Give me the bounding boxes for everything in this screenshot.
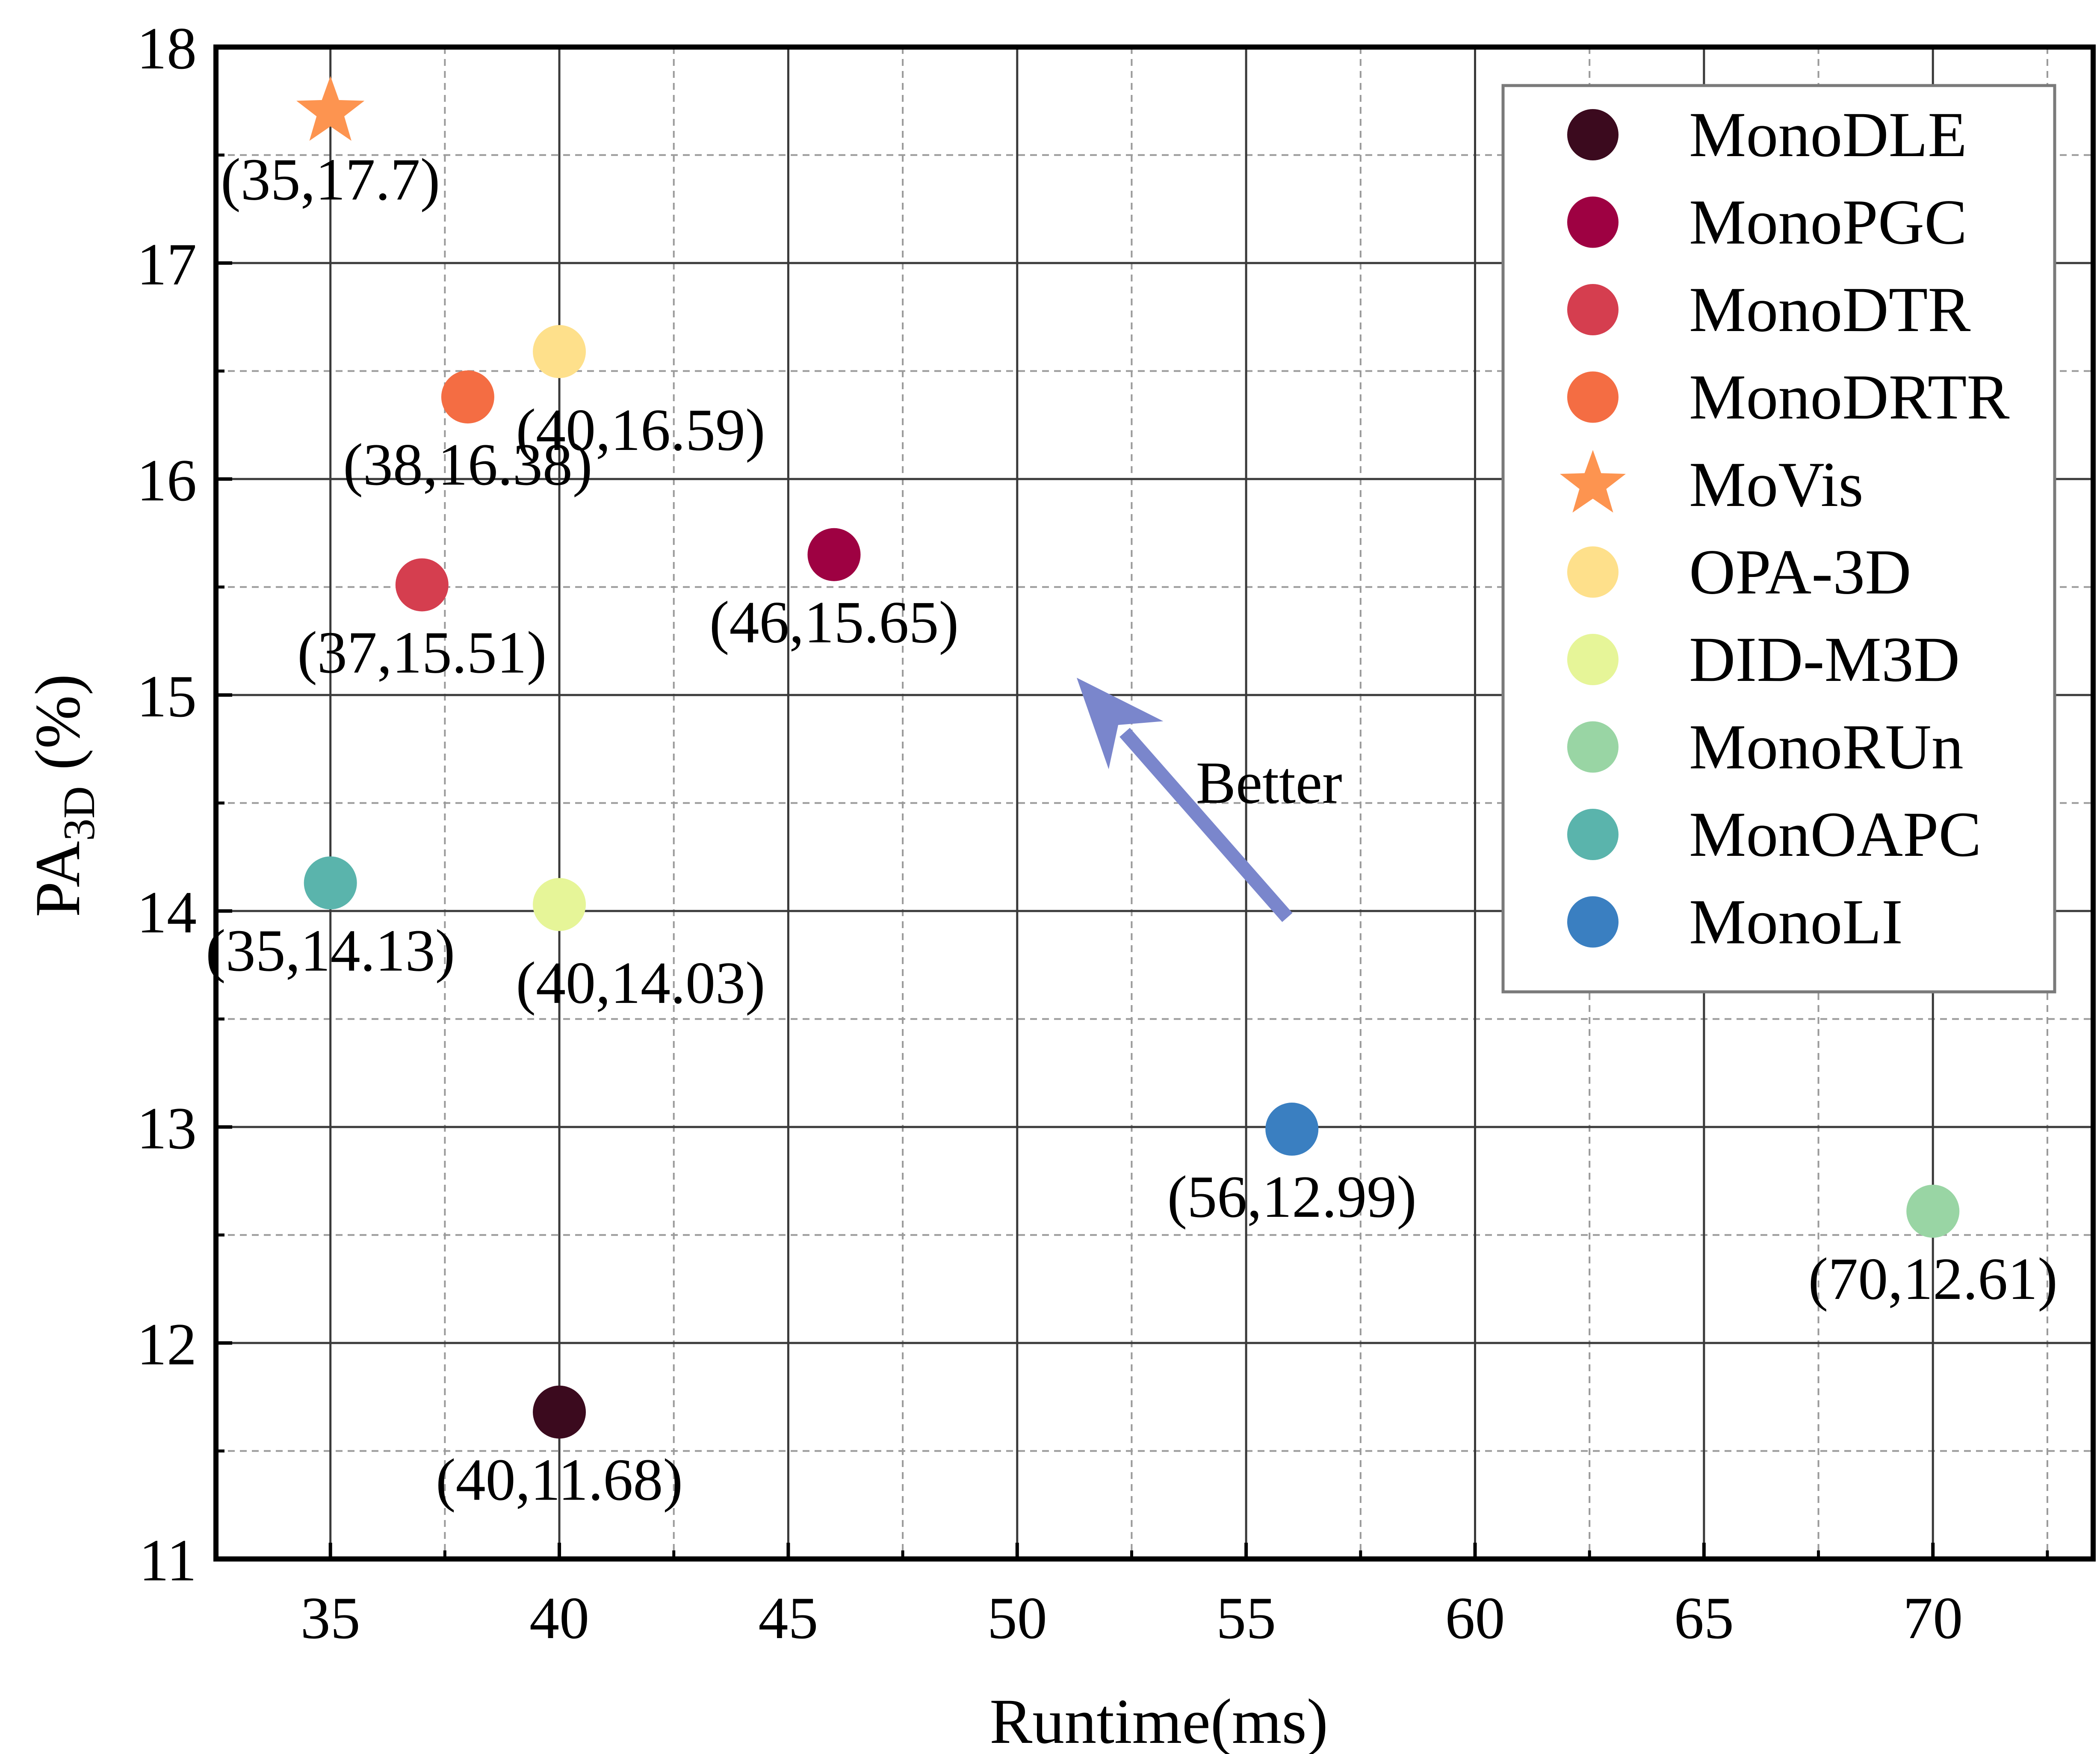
data-label-monoli: (56,12.99): [1167, 1164, 1417, 1230]
data-label-monopgc: (46,15.65): [709, 589, 959, 656]
data-points: [296, 76, 1960, 1439]
legend-label-monopgc: MonoPGC: [1689, 187, 1967, 258]
x-tick-label: 45: [758, 1585, 818, 1651]
legend-marker-monodrtr: [1567, 371, 1619, 423]
data-label-movis: (35,17.7): [221, 147, 440, 213]
point-did-m3d: [533, 878, 586, 931]
y-axis-label: PA3D (%): [22, 674, 104, 917]
legend-label-monoapc: MonOAPC: [1689, 799, 1982, 870]
data-label-monodrtr: (38,16.38): [343, 432, 592, 498]
legend-marker-monopgc: [1567, 196, 1619, 248]
y-tick-label: 12: [137, 1311, 197, 1378]
y-tick-label: 13: [137, 1095, 197, 1162]
y-tick-label: 16: [137, 447, 197, 514]
legend: MonoDLE MonoPGC MonoDTR MonoDRTR MoVis OPA-3D…: [1501, 84, 2056, 994]
legend-marker-did-m3d: [1567, 634, 1619, 685]
data-label-did-m3d: (40,14.03): [516, 950, 765, 1016]
legend-item-monoapc: MonOAPC: [1567, 799, 1982, 870]
annotation-arrow-shaft: [1119, 728, 1293, 922]
legend-marker-movis: [1560, 450, 1626, 513]
legend-item-monodtr: MonoDTR: [1567, 274, 1970, 345]
y-tick-label: 18: [137, 15, 197, 82]
legend-label-monodle: MonoDLE: [1689, 99, 1967, 170]
point-monoli: [1265, 1103, 1319, 1156]
data-label-monoapc: (35,14.13): [206, 917, 455, 984]
x-tick-label: 70: [1903, 1585, 1963, 1651]
legend-item-monorun: MonoRUn: [1567, 712, 1964, 783]
x-tick-label: 40: [529, 1585, 589, 1651]
x-tick-label: 35: [301, 1585, 360, 1651]
x-tick-label: 50: [987, 1585, 1047, 1651]
axis-ticks: 35 40 45 50 55 60 65 70 11 12 13 14 15 16 17 18: [137, 15, 2049, 1651]
x-tick-label: 60: [1445, 1585, 1505, 1651]
data-label-opa-3d: (40,16.59): [516, 397, 765, 463]
y-axis-label-main: PA: [22, 841, 93, 917]
legend-label-movis: MoVis: [1689, 449, 1864, 520]
legend-item-opa-3d: OPA-3D: [1567, 537, 1911, 608]
x-axis-label: Runtime(ms): [989, 1686, 1328, 1754]
legend-label-monodtr: MonoDTR: [1689, 274, 1970, 345]
y-tick-label: 11: [139, 1527, 197, 1594]
legend-marker-monoli: [1567, 896, 1619, 948]
legend-label-monorun: MonoRUn: [1689, 712, 1964, 783]
data-label-monorun: (70,12.61): [1808, 1246, 2058, 1312]
annotation-arrow-head: [1076, 677, 1164, 769]
legend-item-movis: MoVis: [1560, 449, 1864, 520]
point-monodtr: [395, 558, 449, 612]
legend-marker-monodle: [1567, 109, 1619, 160]
point-opa-3d: [533, 325, 586, 379]
x-tick-label: 65: [1674, 1585, 1734, 1651]
better-annotation: Better: [1076, 677, 1342, 922]
legend-label-monodrtr: MonoDRTR: [1689, 362, 2009, 433]
legend-marker-monorun: [1567, 721, 1619, 773]
data-label-monodtr: (37,15.51): [297, 619, 546, 686]
y-axis-label-suffix: (%): [22, 674, 93, 786]
legend-item-monopgc: MonoPGC: [1567, 187, 1967, 258]
legend-label-monoli: MonoLI: [1689, 887, 1903, 958]
data-labels: (40,11.68) (46,15.65) (37,15.51) (38,16.38)…: [206, 147, 2058, 1513]
legend-item-monodle: MonoDLE: [1567, 99, 1967, 170]
data-label-monodle: (40,11.68): [436, 1447, 683, 1513]
legend-item-did-m3d: DID-M3D: [1567, 624, 1960, 695]
point-monodle: [533, 1385, 586, 1439]
legend-item-monoli: MonoLI: [1567, 887, 1903, 958]
y-tick-label: 15: [137, 663, 197, 730]
y-axis-label-subscript: 3D: [54, 786, 104, 841]
point-monopgc: [807, 528, 861, 581]
annotation-text: Better: [1196, 750, 1342, 816]
legend-marker-monoapc: [1567, 809, 1619, 860]
y-tick-label: 17: [137, 231, 197, 298]
legend-label-opa-3d: OPA-3D: [1689, 537, 1911, 608]
y-tick-label: 14: [137, 879, 197, 946]
legend-label-did-m3d: DID-M3D: [1689, 624, 1960, 695]
point-movis: [296, 76, 365, 141]
x-tick-label: 55: [1216, 1585, 1276, 1651]
legend-marker-monodtr: [1567, 284, 1619, 335]
point-monorun: [1906, 1184, 1960, 1238]
legend-item-monodrtr: MonoDRTR: [1567, 362, 2009, 433]
point-monoapc: [304, 856, 357, 910]
point-monodrtr: [441, 370, 494, 424]
legend-marker-opa-3d: [1567, 546, 1619, 598]
